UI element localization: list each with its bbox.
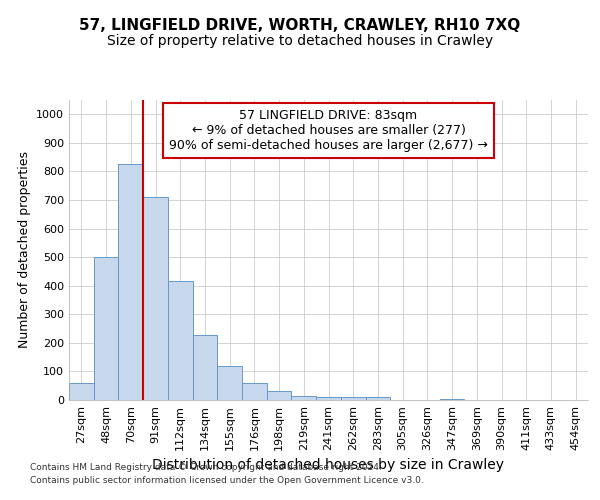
Bar: [168, 282, 193, 400]
Bar: [440, 398, 464, 400]
Bar: [69, 383, 94, 400]
Text: 57 LINGFIELD DRIVE: 83sqm
← 9% of detached houses are smaller (277)
90% of semi-: 57 LINGFIELD DRIVE: 83sqm ← 9% of detach…: [169, 109, 488, 152]
Bar: [193, 335, 217, 400]
Bar: [242, 384, 267, 400]
Bar: [341, 397, 365, 400]
Bar: [143, 197, 168, 400]
Bar: [292, 396, 316, 400]
X-axis label: Distribution of detached houses by size in Crawley: Distribution of detached houses by size …: [152, 458, 505, 472]
Bar: [267, 391, 292, 400]
Bar: [365, 396, 390, 400]
Bar: [118, 164, 143, 400]
Text: Size of property relative to detached houses in Crawley: Size of property relative to detached ho…: [107, 34, 493, 48]
Bar: [94, 257, 118, 400]
Text: 57, LINGFIELD DRIVE, WORTH, CRAWLEY, RH10 7XQ: 57, LINGFIELD DRIVE, WORTH, CRAWLEY, RH1…: [79, 18, 521, 32]
Text: Contains public sector information licensed under the Open Government Licence v3: Contains public sector information licen…: [30, 476, 424, 485]
Bar: [316, 396, 341, 400]
Bar: [217, 366, 242, 400]
Text: Contains HM Land Registry data © Crown copyright and database right 2024.: Contains HM Land Registry data © Crown c…: [30, 462, 382, 471]
Y-axis label: Number of detached properties: Number of detached properties: [17, 152, 31, 348]
